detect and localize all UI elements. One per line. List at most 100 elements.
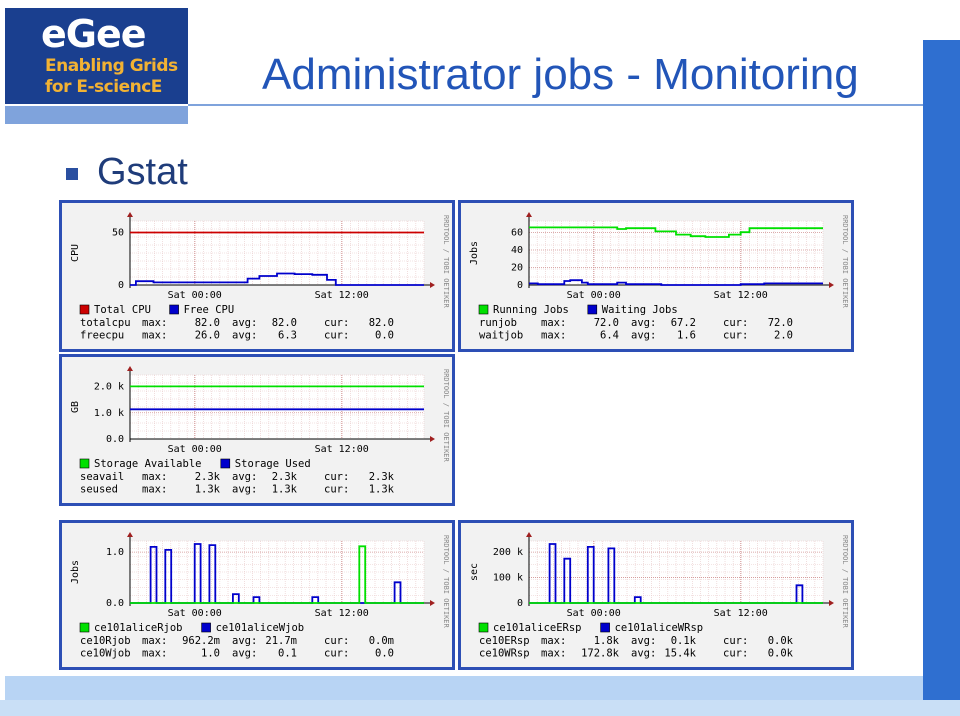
stat-max-label: max: (142, 648, 167, 660)
y-axis-label: GB (70, 401, 81, 413)
bullet-text: Gstat (97, 151, 188, 193)
legend-swatch (79, 458, 90, 469)
stat-row-label: seused (80, 484, 118, 496)
stat-cur-value: 0.0m (369, 635, 394, 647)
stat-avg-label: avg: (631, 317, 656, 329)
logo-tagline-2: for E-sciencE (45, 77, 162, 97)
y-tick-label: 50 (112, 228, 124, 239)
stat-max-value: 1.8k (594, 635, 620, 647)
x-axis-arrow-icon (430, 282, 435, 288)
y-tick-label: 0 (517, 598, 523, 609)
stat-cur-value: 0.0 (375, 330, 394, 342)
legend-swatch (478, 304, 489, 315)
stat-max-label: max: (541, 317, 566, 329)
stat-cur-label: cur: (324, 635, 349, 647)
x-axis-arrow-icon (430, 600, 435, 606)
x-tick-label: Sat 00:00 (567, 608, 621, 619)
legend-label: Running Jobs (493, 304, 569, 316)
stat-cur-value: 0.0 (375, 648, 394, 660)
y-axis-label: Jobs (469, 241, 480, 265)
logo-word: eGee (41, 12, 147, 56)
stat-max-value: 1.0 (201, 648, 220, 660)
y-axis-label: CPU (70, 244, 81, 262)
stat-cur-value: 1.3k (369, 484, 395, 496)
rrdtool-watermark: RRDTOOL / TOBI OETIKER (442, 535, 450, 629)
y-tick-label: 60 (511, 228, 523, 239)
stat-max-value: 26.0 (195, 330, 220, 342)
legend-swatch (600, 622, 610, 633)
stat-max-label: max: (142, 471, 167, 483)
egee-logo: eGee Enabling Grids for E-sciencE (5, 8, 188, 104)
series-line (529, 279, 823, 286)
jobs-graph-panel: 60 40 20 0 Jobs Sat 00:00 Sat 12:00 RRDTOOL / T… (458, 200, 854, 352)
stat-cur-value: 82.0 (369, 317, 394, 329)
series-line (529, 226, 823, 238)
y-tick-label: 20 (511, 263, 523, 274)
stat-cur-label: cur: (324, 330, 349, 342)
y-tick-label: 40 (511, 245, 523, 256)
legend-swatch (478, 622, 489, 633)
legend-label: ce101aliceWRsp (615, 622, 704, 634)
stat-avg-label: avg: (232, 471, 257, 483)
stat-avg-label: avg: (631, 648, 656, 660)
stat-cur-label: cur: (723, 330, 748, 342)
stat-avg-label: avg: (232, 330, 257, 342)
y-tick-label: 2.0 k (94, 382, 124, 393)
stat-max-label: max: (541, 648, 566, 660)
x-axis-arrow-icon (829, 282, 834, 288)
y-axis-label: sec (469, 563, 480, 581)
legend-label: Waiting Jobs (602, 304, 678, 316)
stat-avg-label: avg: (631, 330, 656, 342)
legend-swatch (169, 304, 179, 315)
series-line (130, 545, 424, 604)
legend-label: Total CPU (94, 304, 151, 316)
stat-avg-label: avg: (232, 317, 257, 329)
y-axis-arrow-icon (526, 212, 532, 217)
legend-label: ce101aliceERsp (493, 622, 582, 634)
stat-row-label: totalcpu (80, 317, 131, 329)
stat-avg-label: avg: (232, 484, 257, 496)
logo-tagline-1: Enabling Grids (45, 56, 178, 76)
alice-response-graph-panel: 200 k 100 k 0 sec Sat 00:00 Sat 12:00 RRDTOOL … (458, 520, 854, 670)
stat-row-label: seavail (80, 471, 124, 483)
y-tick-label: 0 (118, 280, 124, 291)
y-tick-label: 1.0 (106, 547, 124, 558)
stat-avg-value: 1.6 (677, 330, 696, 342)
stat-avg-value: 67.2 (671, 317, 696, 329)
x-tick-label: Sat 12:00 (315, 290, 369, 301)
stat-cur-label: cur: (723, 635, 748, 647)
stat-avg-value: 15.4k (664, 648, 696, 660)
stat-row-label: ce10Rjob (80, 635, 131, 647)
stat-max-value: 2.3k (195, 471, 221, 483)
x-tick-label: Sat 00:00 (168, 444, 222, 455)
legend-swatch (79, 304, 90, 315)
legend-label: Free CPU (184, 304, 235, 316)
x-tick-label: Sat 12:00 (315, 444, 369, 455)
stat-max-value: 72.0 (594, 317, 619, 329)
stat-cur-value: 0.0k (768, 648, 794, 660)
logo-underline (5, 106, 188, 124)
stat-row-label: ce10Wjob (80, 648, 131, 660)
y-axis-label: Jobs (70, 560, 81, 584)
y-axis-arrow-icon (127, 366, 133, 371)
stat-cur-label: cur: (324, 648, 349, 660)
legend-label: ce101aliceWjob (216, 622, 305, 634)
x-axis-arrow-icon (430, 436, 435, 442)
stat-avg-value: 21.7m (265, 635, 297, 647)
legend-swatch (220, 458, 231, 469)
x-tick-label: Sat 00:00 (168, 290, 222, 301)
storage-graph-panel: 2.0 k 1.0 k 0.0 GB Sat 00:00 Sat 12:00 RRDTOOL… (59, 354, 455, 506)
legend-swatch (79, 622, 90, 633)
legend-swatch (587, 304, 598, 315)
y-axis-arrow-icon (127, 212, 133, 217)
stat-max-label: max: (541, 635, 566, 647)
x-axis-arrow-icon (829, 600, 834, 606)
legend-label: ce101aliceRjob (94, 622, 183, 634)
stat-avg-value: 1.3k (272, 484, 298, 496)
legend-swatch (201, 622, 211, 633)
series-line (130, 272, 424, 286)
y-tick-label: 200 k (493, 547, 523, 558)
y-axis-arrow-icon (127, 532, 133, 537)
stat-cur-label: cur: (324, 484, 349, 496)
stat-cur-label: cur: (723, 317, 748, 329)
